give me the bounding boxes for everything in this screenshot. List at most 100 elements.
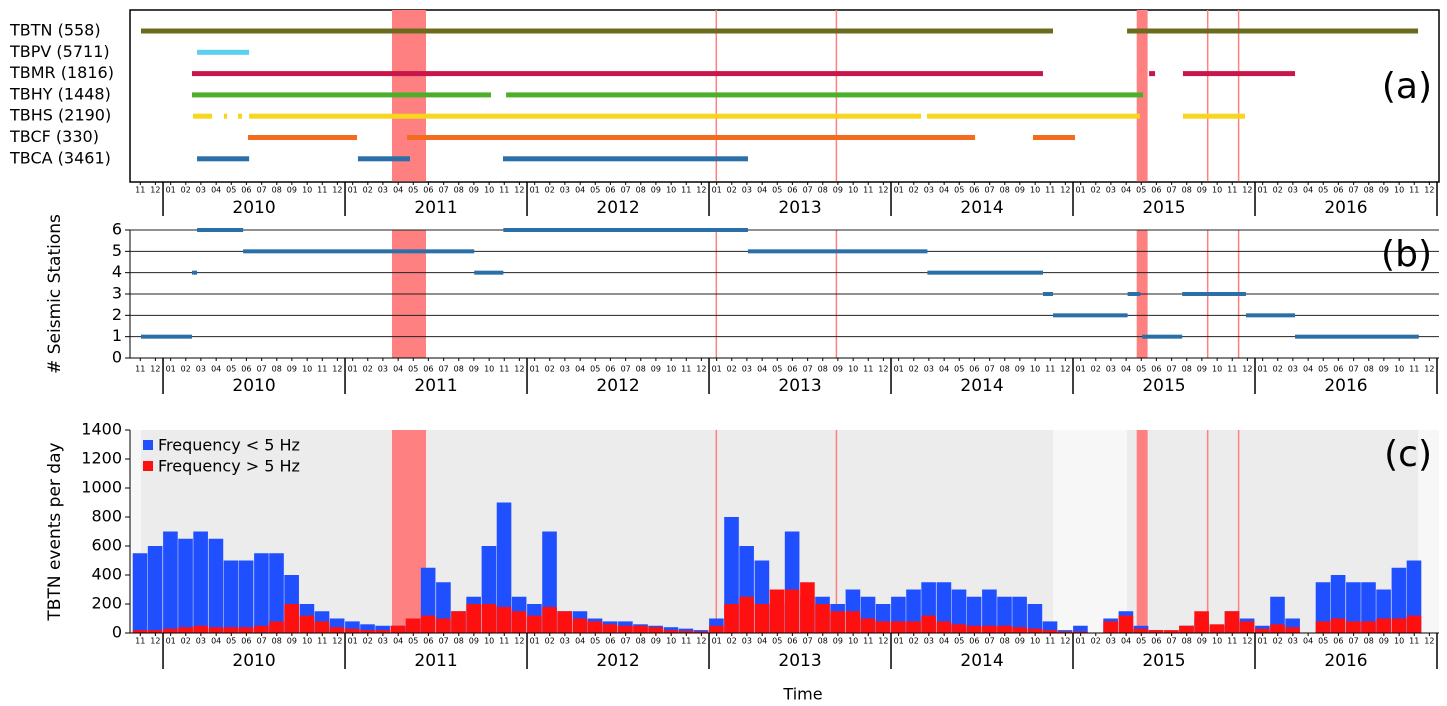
- event-bar: [178, 538, 193, 633]
- panel-label: (c): [1384, 434, 1432, 475]
- month-tick-label: 07: [439, 365, 449, 374]
- event-bar: [1255, 628, 1270, 633]
- month-tick-label: 02: [1091, 637, 1101, 646]
- month-tick-label: 08: [272, 186, 282, 195]
- month-tick-label: 12: [1060, 637, 1070, 646]
- availability-segment: [1127, 28, 1419, 34]
- month-tick-label: 02: [1091, 365, 1101, 374]
- month-tick-label: 06: [969, 637, 979, 646]
- month-tick-label: 05: [954, 365, 964, 374]
- month-tick-label: 03: [378, 637, 388, 646]
- y-tick-label: 2: [112, 305, 122, 324]
- month-tick-label: 12: [150, 637, 160, 646]
- month-tick-label: 10: [1212, 637, 1222, 646]
- event-bar: [572, 618, 588, 633]
- month-tick-label: 07: [257, 365, 267, 374]
- month-tick-label: 02: [363, 637, 373, 646]
- month-tick-label: 11: [863, 186, 873, 195]
- month-tick-label: 07: [803, 365, 813, 374]
- month-tick-label: 01: [530, 365, 540, 374]
- month-tick-label: 04: [757, 637, 767, 646]
- month-tick-label: 08: [272, 637, 282, 646]
- event-bar: [1361, 582, 1376, 633]
- availability-segment: [407, 135, 976, 140]
- month-tick-label: 01: [894, 365, 904, 374]
- month-tick-label: 11: [317, 637, 327, 646]
- month-tick-label: 04: [939, 186, 949, 195]
- month-tick-label: 12: [514, 186, 524, 195]
- event-bar: [1133, 628, 1149, 633]
- month-tick-label: 11: [135, 365, 145, 374]
- month-tick-label: 07: [985, 365, 995, 374]
- event-bar: [1042, 621, 1058, 633]
- month-tick-label: 12: [696, 637, 706, 646]
- event-bar: [875, 621, 891, 633]
- event-bar: [329, 627, 345, 633]
- station-count-segment: [141, 334, 192, 339]
- month-tick-label: 01: [166, 365, 176, 374]
- x-axis-title: Time: [782, 685, 822, 704]
- month-tick-label: 06: [969, 365, 979, 374]
- month-tick-label: 02: [727, 365, 737, 374]
- y-tick-label: 3: [112, 284, 122, 303]
- month-tick-label: 09: [469, 637, 479, 646]
- month-tick-label: 03: [1288, 186, 1298, 195]
- event-bar: [587, 621, 603, 633]
- month-tick-label: 11: [1045, 186, 1055, 195]
- month-tick-label: 01: [1076, 365, 1086, 374]
- month-tick-label: 09: [1379, 637, 1389, 646]
- event-bar: [997, 625, 1012, 633]
- event-bar: [618, 625, 633, 633]
- month-tick-label: 02: [727, 637, 737, 646]
- availability-segment: [1182, 113, 1245, 119]
- y-tick-label: 5: [112, 241, 122, 260]
- month-tick-label: 12: [332, 637, 342, 646]
- month-tick-label: 08: [1000, 365, 1010, 374]
- event-bar: [1118, 615, 1134, 633]
- y-axis-title: TBTN events per day: [45, 442, 65, 621]
- month-tick-label: 10: [1394, 186, 1404, 195]
- month-tick-label: 12: [696, 186, 706, 195]
- month-tick-label: 05: [1136, 365, 1146, 374]
- month-tick-label: 03: [1106, 365, 1116, 374]
- event-bar: [1270, 624, 1285, 633]
- month-tick-label: 03: [742, 637, 752, 646]
- year-tick-label: 2011: [414, 198, 457, 218]
- month-tick-label: 04: [757, 365, 767, 374]
- month-tick-label: 08: [272, 365, 282, 374]
- month-tick-label: 02: [181, 365, 191, 374]
- month-tick-label: 01: [1076, 637, 1086, 646]
- year-tick-label: 2011: [414, 651, 457, 671]
- legend-swatch: [143, 440, 153, 450]
- year-tick-label: 2015: [1142, 651, 1185, 671]
- month-tick-label: 10: [1030, 637, 1040, 646]
- month-tick-label: 10: [1030, 365, 1040, 374]
- month-tick-label: 08: [1000, 186, 1010, 195]
- month-tick-label: 06: [787, 186, 797, 195]
- year-tick-label: 2015: [1142, 376, 1185, 396]
- month-tick-label: 03: [742, 186, 752, 195]
- month-tick-label: 08: [1182, 365, 1192, 374]
- month-tick-label: 02: [363, 186, 373, 195]
- month-tick-label: 11: [135, 637, 145, 646]
- month-tick-label: 09: [651, 365, 661, 374]
- month-tick-label: 08: [454, 186, 464, 195]
- month-tick-label: 08: [636, 365, 646, 374]
- month-tick-label: 06: [787, 365, 797, 374]
- event-bar: [360, 624, 375, 633]
- year-tick-label: 2012: [596, 376, 639, 396]
- month-tick-label: 10: [666, 186, 676, 195]
- event-bar: [891, 621, 906, 633]
- event-bar: [360, 630, 375, 633]
- month-tick-label: 03: [924, 186, 934, 195]
- highlight-span: [391, 430, 427, 633]
- month-tick-label: 06: [1333, 637, 1343, 646]
- month-tick-label: 12: [1424, 365, 1434, 374]
- event-bar: [997, 596, 1012, 633]
- month-tick-label: 09: [469, 365, 479, 374]
- event-bar: [982, 625, 997, 633]
- month-tick-label: 02: [545, 637, 555, 646]
- event-bar: [966, 596, 982, 633]
- event-bar: [481, 604, 497, 633]
